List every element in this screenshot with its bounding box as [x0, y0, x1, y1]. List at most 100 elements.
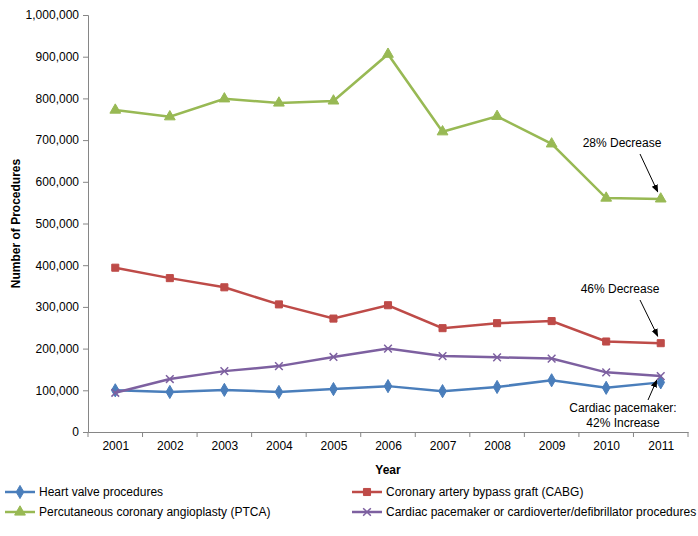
point-marker [111, 389, 119, 397]
x-tick-label: 2005 [321, 439, 348, 453]
annotation: 46% Decrease [581, 282, 660, 336]
x-boundary-tick [688, 432, 689, 437]
point-marker [275, 301, 282, 308]
y-tick-label: 1,000,000 [26, 8, 80, 22]
x-boundary-tick [633, 432, 634, 437]
legend-item: Cardiac pacemaker or cardioverter/defibr… [352, 505, 696, 519]
y-tick-mark [83, 140, 88, 141]
point-marker [439, 325, 446, 332]
x-tick-label: 2009 [539, 439, 566, 453]
y-tick-label: 500,000 [36, 217, 80, 231]
legend-label: Percutaneous coronary angioplasty (PTCA) [39, 505, 270, 519]
x-tick-label: 2007 [430, 439, 457, 453]
point-marker [330, 382, 338, 395]
point-marker [112, 264, 119, 271]
y-tick-label: 600,000 [36, 175, 80, 189]
x-tick-label: 2010 [593, 439, 620, 453]
legend-item: Coronary artery bypass graft (CABG) [352, 485, 583, 499]
point-marker [437, 126, 448, 135]
annotation-arrow [648, 380, 657, 400]
annotation-arrow [640, 300, 658, 336]
annotation-text: 46% Decrease [581, 282, 660, 296]
legend-label: Coronary artery bypass graft (CABG) [386, 485, 583, 499]
legend-item: Heart valve procedures [5, 485, 163, 499]
annotation: 28% Decrease [583, 136, 662, 192]
x-tick: 2009 [539, 432, 566, 453]
x-tick-label: 2004 [266, 439, 293, 453]
x-tick: 2004 [266, 432, 293, 453]
point-marker [328, 95, 339, 104]
annotation: Cardiac pacemaker:42% Increase [569, 380, 676, 430]
point-marker [603, 338, 610, 345]
legend-item: Percutaneous coronary angioplasty (PTCA) [5, 505, 270, 519]
point-marker [602, 369, 610, 377]
y-tick: 300,000 [36, 300, 88, 314]
y-tick: 0 [72, 425, 88, 439]
y-tick-mark [83, 390, 88, 391]
y-tick-mark [83, 98, 88, 99]
point-marker [221, 367, 229, 375]
y-tick-mark [83, 265, 88, 266]
point-marker [601, 192, 612, 201]
point-marker [548, 374, 556, 387]
series-line [115, 54, 660, 199]
annotation-text: Cardiac pacemaker: [569, 401, 676, 415]
point-marker [655, 193, 666, 202]
point-marker [221, 383, 229, 396]
point-marker [221, 284, 228, 291]
y-tick-mark [83, 432, 88, 433]
x-boundary-tick [88, 432, 89, 437]
y-tick: 800,000 [36, 92, 88, 106]
point-marker [548, 318, 555, 325]
plot-area [110, 48, 666, 399]
y-tick: 400,000 [36, 259, 88, 273]
point-marker [166, 385, 174, 398]
point-marker [275, 362, 283, 370]
point-marker [546, 138, 557, 147]
y-tick-label: 400,000 [36, 259, 80, 273]
y-tick-label: 200,000 [36, 342, 80, 356]
x-boundary-tick [415, 432, 416, 437]
x-tick-label: 2006 [375, 439, 402, 453]
legend-label: Heart valve procedures [39, 485, 163, 499]
point-marker [330, 315, 337, 322]
point-marker [275, 385, 283, 398]
x-tick: 2001 [102, 432, 129, 453]
y-tick-mark [83, 57, 88, 58]
point-marker [384, 345, 392, 353]
series [111, 374, 664, 399]
y-tick: 200,000 [36, 342, 88, 356]
x-tick: 2008 [484, 432, 511, 453]
point-marker [657, 340, 664, 347]
point-marker [384, 302, 391, 309]
point-marker [274, 97, 285, 106]
point-marker [330, 353, 338, 361]
legend-marker [16, 485, 24, 498]
x-axis-line [89, 432, 689, 433]
point-marker [110, 104, 121, 113]
y-axis-line [83, 16, 89, 433]
x-tick: 2003 [212, 432, 239, 453]
y-tick: 100,000 [36, 384, 88, 398]
point-marker [548, 355, 556, 363]
x-tick: 2007 [430, 432, 457, 453]
x-boundary-tick [524, 432, 525, 437]
x-tick-label: 2001 [102, 439, 129, 453]
y-tick-label: 0 [72, 425, 79, 439]
point-marker [493, 354, 501, 362]
y-tick-label: 800,000 [36, 92, 80, 106]
point-marker [383, 48, 394, 57]
y-tick-mark [83, 349, 88, 350]
legend-marker [15, 506, 26, 515]
point-marker [219, 93, 230, 102]
point-marker [657, 372, 665, 380]
legend-marker [363, 488, 370, 495]
x-axis-title: Year [375, 463, 401, 477]
y-tick-mark [83, 307, 88, 308]
y-tick: 1,000,000 [26, 8, 88, 22]
point-marker [439, 385, 447, 398]
point-marker [166, 375, 174, 383]
point-marker [494, 320, 501, 327]
legend: Heart valve procedures Coronary artery by… [5, 485, 696, 519]
x-boundary-tick [578, 432, 579, 437]
